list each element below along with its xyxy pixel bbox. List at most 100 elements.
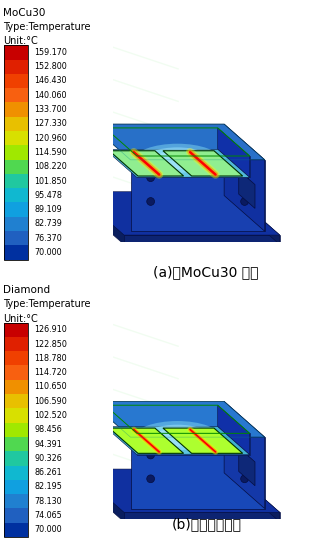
Bar bbox=[4, 231, 28, 245]
Text: 82.195: 82.195 bbox=[34, 482, 62, 492]
Bar bbox=[4, 45, 28, 59]
Bar bbox=[4, 408, 28, 422]
Bar bbox=[4, 480, 28, 494]
Ellipse shape bbox=[144, 425, 211, 450]
Ellipse shape bbox=[134, 144, 220, 177]
Text: 122.850: 122.850 bbox=[34, 340, 67, 348]
Bar bbox=[4, 245, 28, 259]
Polygon shape bbox=[109, 151, 183, 176]
Polygon shape bbox=[218, 128, 250, 178]
Polygon shape bbox=[109, 428, 183, 453]
Text: 78.130: 78.130 bbox=[34, 496, 62, 506]
Text: Diamond: Diamond bbox=[3, 286, 51, 295]
Ellipse shape bbox=[154, 151, 201, 169]
Polygon shape bbox=[131, 160, 265, 231]
Ellipse shape bbox=[154, 428, 201, 446]
Bar bbox=[4, 422, 28, 437]
Polygon shape bbox=[105, 149, 250, 178]
Bar bbox=[4, 351, 28, 366]
Bar bbox=[4, 203, 28, 217]
Polygon shape bbox=[124, 235, 280, 245]
Polygon shape bbox=[177, 154, 218, 160]
Polygon shape bbox=[224, 402, 265, 508]
Text: MoCu30: MoCu30 bbox=[3, 8, 46, 18]
Text: 106.590: 106.590 bbox=[34, 397, 67, 405]
Circle shape bbox=[147, 475, 155, 483]
Ellipse shape bbox=[134, 421, 220, 454]
Polygon shape bbox=[75, 201, 280, 245]
Polygon shape bbox=[230, 192, 280, 245]
Text: 118.780: 118.780 bbox=[34, 354, 67, 363]
Ellipse shape bbox=[144, 147, 211, 173]
Polygon shape bbox=[224, 124, 265, 231]
Bar bbox=[4, 523, 28, 537]
Circle shape bbox=[147, 198, 155, 205]
Polygon shape bbox=[105, 427, 250, 455]
Text: 114.720: 114.720 bbox=[34, 368, 67, 377]
Polygon shape bbox=[75, 479, 280, 522]
Polygon shape bbox=[218, 405, 250, 455]
Bar bbox=[4, 323, 28, 337]
Bar bbox=[4, 508, 28, 523]
Polygon shape bbox=[90, 124, 265, 160]
Polygon shape bbox=[131, 437, 265, 508]
Text: 114.590: 114.590 bbox=[34, 148, 67, 157]
Circle shape bbox=[241, 475, 248, 483]
Bar bbox=[4, 323, 28, 537]
Bar bbox=[4, 188, 28, 203]
Polygon shape bbox=[137, 433, 250, 455]
Ellipse shape bbox=[232, 451, 238, 455]
Circle shape bbox=[241, 198, 248, 205]
Ellipse shape bbox=[232, 173, 238, 177]
Text: 152.800: 152.800 bbox=[34, 62, 67, 71]
Polygon shape bbox=[163, 428, 243, 453]
Polygon shape bbox=[90, 402, 265, 437]
Text: 70.000: 70.000 bbox=[34, 248, 62, 257]
Text: 89.109: 89.109 bbox=[34, 205, 62, 214]
Bar bbox=[4, 74, 28, 88]
Bar bbox=[4, 337, 28, 351]
Bar bbox=[4, 160, 28, 174]
Text: (b)　金剣石载片: (b) 金剣石载片 bbox=[171, 517, 241, 531]
Text: 86.261: 86.261 bbox=[34, 468, 62, 477]
Polygon shape bbox=[75, 192, 280, 235]
Bar bbox=[4, 394, 28, 408]
Bar bbox=[4, 59, 28, 74]
Polygon shape bbox=[239, 170, 255, 208]
Polygon shape bbox=[230, 469, 280, 522]
Bar bbox=[4, 217, 28, 231]
Text: 76.370: 76.370 bbox=[34, 234, 62, 243]
Polygon shape bbox=[75, 469, 280, 512]
Text: 133.700: 133.700 bbox=[34, 105, 67, 114]
Bar bbox=[4, 380, 28, 394]
Text: 74.065: 74.065 bbox=[34, 511, 62, 520]
Text: 102.520: 102.520 bbox=[34, 411, 67, 420]
Bar bbox=[4, 117, 28, 131]
Bar bbox=[4, 451, 28, 465]
Bar bbox=[4, 102, 28, 117]
Text: (a)　MoCu30 载片: (a) MoCu30 载片 bbox=[153, 265, 258, 280]
Polygon shape bbox=[239, 447, 255, 486]
Circle shape bbox=[241, 451, 248, 459]
Circle shape bbox=[147, 451, 155, 459]
Bar bbox=[4, 131, 28, 146]
Text: 101.850: 101.850 bbox=[34, 177, 67, 185]
Ellipse shape bbox=[248, 465, 254, 469]
Text: 82.739: 82.739 bbox=[34, 220, 62, 228]
Text: Unit:°C: Unit:°C bbox=[3, 37, 38, 46]
Bar bbox=[4, 146, 28, 160]
Bar bbox=[4, 88, 28, 102]
Text: 127.330: 127.330 bbox=[34, 119, 67, 129]
Bar bbox=[4, 465, 28, 480]
Circle shape bbox=[147, 174, 155, 181]
Circle shape bbox=[241, 174, 248, 181]
Bar bbox=[4, 494, 28, 508]
Text: 146.430: 146.430 bbox=[34, 76, 67, 86]
Polygon shape bbox=[177, 431, 218, 437]
Bar bbox=[4, 437, 28, 451]
Text: 126.910: 126.910 bbox=[34, 325, 67, 334]
Text: Unit:°C: Unit:°C bbox=[3, 313, 38, 324]
Text: Type:Temperature: Type:Temperature bbox=[3, 22, 91, 32]
Text: 159.170: 159.170 bbox=[34, 48, 67, 57]
Text: 90.326: 90.326 bbox=[34, 454, 62, 463]
